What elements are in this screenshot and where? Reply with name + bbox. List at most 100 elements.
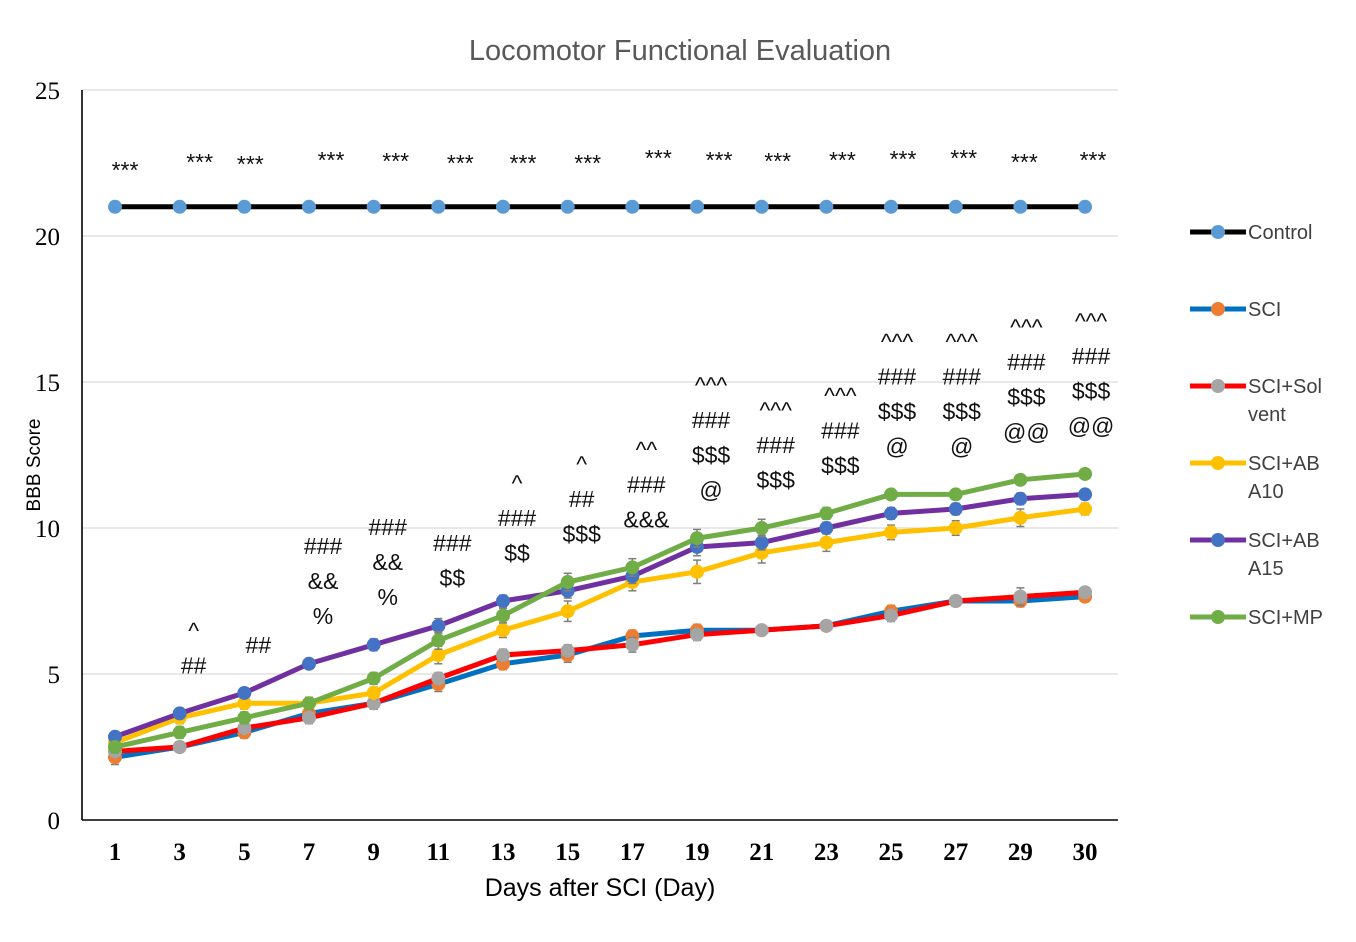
significance-annotation: ^^^: [824, 382, 857, 408]
data-point: [366, 637, 381, 652]
significance-annotation: ***: [447, 150, 474, 176]
axes: [81, 90, 1118, 821]
significance-annotation: $$$: [563, 521, 602, 547]
data-point: [431, 199, 446, 214]
x-tick-label: 3: [173, 839, 186, 866]
x-tick-label: 15: [555, 839, 580, 866]
significance-annotation: ###: [304, 533, 343, 559]
data-point: [1013, 491, 1028, 506]
significance-annotation: ###: [943, 363, 982, 389]
x-tick-label: 25: [879, 839, 904, 866]
y-tick-label: 0: [48, 808, 61, 835]
x-tick-label: 5: [238, 839, 251, 866]
data-point: [948, 199, 963, 214]
legend-label: SCI+MP: [1248, 607, 1323, 629]
significance-annotation: ^^^: [881, 328, 914, 354]
data-point: [754, 535, 769, 550]
significance-annotation: $$: [440, 565, 466, 591]
significance-annotation: ###: [757, 432, 796, 458]
significance-annotation: $$$: [821, 452, 860, 478]
significance-annotation: ^: [188, 617, 199, 643]
x-tick-label: 30: [1073, 839, 1098, 866]
data-point: [819, 618, 834, 633]
significance-annotation: ^^: [636, 436, 658, 462]
data-point: [884, 506, 899, 521]
data-point: [496, 623, 511, 638]
legend-label: SCI+AB: [1248, 530, 1320, 552]
legend-marker-swatch: [1211, 610, 1225, 624]
data-point: [560, 575, 575, 590]
significance-annotation: @@: [1003, 419, 1050, 445]
significance-annotation: &&&: [623, 506, 669, 532]
data-point: [108, 740, 122, 754]
x-tick-label: 13: [491, 839, 516, 866]
significance-annotation: ***: [186, 149, 213, 175]
data-point: [1078, 585, 1093, 600]
legend-item: SCI+Sol vent: [1190, 376, 1322, 426]
data-point: [948, 487, 963, 502]
significance-annotation: ***: [706, 147, 733, 173]
significance-annotation: ^: [512, 470, 523, 496]
legend-marker-swatch: [1211, 533, 1225, 547]
significance-annotation: ***: [510, 150, 537, 176]
legend-marker-swatch: [1211, 379, 1225, 393]
significance-annotation: ***: [574, 150, 601, 176]
x-tick-label: 19: [685, 839, 710, 866]
significance-annotation: $$$: [692, 442, 731, 468]
series-control: [108, 199, 1093, 214]
legend: ControlSCISCI+SolventSCI+ABA10SCI+ABA15S…: [1190, 222, 1323, 629]
data-point: [431, 633, 446, 648]
data-point: [625, 199, 640, 214]
significance-annotation: ***: [950, 145, 977, 171]
series-line: [114, 471, 1086, 750]
data-point: [1078, 487, 1093, 502]
significance-annotation: ^^^: [1010, 314, 1043, 340]
significance-annotation: @: [885, 433, 908, 459]
y-tick-label: 20: [35, 224, 60, 251]
data-point: [560, 604, 575, 619]
significance-annotation: ###: [433, 530, 472, 556]
data-point: [302, 710, 317, 725]
data-point: [884, 525, 899, 540]
legend-label: SCI: [1248, 299, 1281, 321]
legend-label: A15: [1248, 558, 1284, 580]
data-point: [625, 637, 640, 652]
data-point: [496, 608, 511, 623]
series-sci-mp: [108, 466, 1093, 754]
chart-title: Locomotor Functional Evaluation: [469, 35, 891, 67]
data-point: [690, 199, 705, 214]
series-line: [114, 594, 1086, 760]
data-point: [431, 618, 446, 633]
data-point: [366, 199, 381, 214]
y-tick-label: 5: [48, 662, 61, 689]
significance-annotation: ##: [569, 486, 595, 512]
significance-annotation: $$$: [878, 398, 917, 424]
x-tick-label: 11: [427, 839, 451, 866]
data-point: [172, 740, 187, 754]
data-point: [496, 594, 511, 608]
significance-annotation: &&: [372, 549, 403, 575]
data-point: [819, 535, 834, 550]
y-tick-label: 25: [35, 78, 60, 105]
y-axis-label: BBB Score: [24, 419, 45, 512]
series-sci: [108, 589, 1093, 766]
significance-annotations: *** *** ^ ## *** ## *** ### &&% *** ### &&% *** ### $$…: [112, 145, 1115, 678]
legend-label: A10: [1248, 481, 1284, 503]
data-point: [948, 502, 963, 517]
significance-annotation: ##: [181, 652, 207, 678]
data-point: [302, 199, 317, 214]
significance-annotation: ^^^: [1075, 308, 1108, 334]
data-point: [496, 199, 511, 214]
significance-annotation: @@: [1068, 413, 1115, 439]
significance-annotation: ###: [627, 471, 666, 497]
data-point: [302, 656, 317, 671]
x-tick-label: 7: [303, 839, 316, 866]
significance-annotation: ***: [764, 148, 791, 174]
legend-label: vent: [1248, 404, 1286, 426]
data-point: [884, 608, 899, 623]
significance-annotation: ***: [1080, 147, 1107, 173]
significance-annotation: ^: [576, 451, 587, 477]
data-point: [366, 696, 381, 711]
significance-annotation: $$$: [757, 467, 796, 493]
